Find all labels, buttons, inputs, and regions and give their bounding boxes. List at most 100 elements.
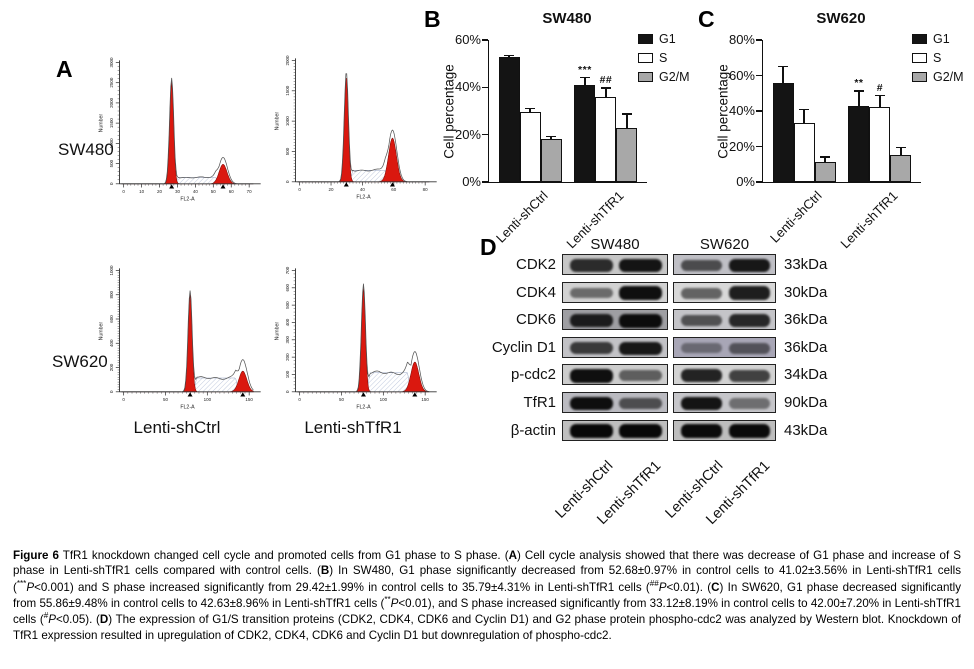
error-bar-cap [504, 55, 515, 57]
caption-segment: ** [384, 595, 391, 605]
y-tick-label: 40% [728, 103, 755, 118]
total-dna-curve-outline [297, 73, 430, 183]
flow-histogram-sw480-lenti-shctrl: 0 500 1000 1500 2000 2500 3000 0 10 20 30 40 50 60 70 N… [99, 57, 261, 203]
blot-box [562, 419, 668, 441]
s-phase-hatched-region [297, 170, 430, 183]
protein-label-p-cdc2: p-cdc2 [510, 366, 556, 384]
bar-g2m-lenti-shctrl [540, 139, 562, 182]
flow-x-tick-label: 20 [329, 187, 334, 192]
blot-header-sw480: SW480 [590, 236, 640, 253]
peak-marker-triangle [169, 184, 175, 189]
error-bar-cap [853, 90, 864, 92]
y-tick-mark [482, 39, 488, 41]
flow-x-tick-label: 20 [157, 189, 162, 194]
error-bar-cap [579, 76, 590, 78]
cell-line-label-sw620: SW620 [52, 352, 108, 371]
y-tick-mark [482, 181, 488, 183]
blot-band [728, 286, 770, 300]
error-bar-cap [799, 108, 810, 111]
flow-y-tick-label: 300 [285, 336, 290, 344]
blot-box [673, 364, 776, 386]
error-bar-cap [820, 156, 831, 158]
y-tick-mark [756, 74, 762, 77]
g1-g2-red-peaks [121, 82, 254, 185]
flow-x-tick-label: 150 [245, 397, 253, 402]
blot-band [681, 396, 723, 411]
y-tick-label: 40% [454, 79, 481, 95]
blot-header-sw620: SW620 [699, 236, 750, 253]
flow-y-axis-label: Number [99, 114, 105, 133]
flow-x-tick-label: 40 [360, 187, 365, 192]
blot-band [728, 342, 770, 354]
panel-c-label: C [698, 6, 715, 32]
blot-band [681, 369, 723, 383]
molecular-weight-label: 30kDa [784, 283, 828, 301]
blot-band [570, 287, 613, 299]
flow-y-tick-label: 0 [109, 390, 114, 393]
legend-label: G2/M [933, 70, 964, 84]
bar-g1-lenti-shtfr1 [848, 106, 870, 182]
flow-x-tick-label: 0 [122, 189, 125, 194]
caption-segment: ) Cell cycle analysis showed that there … [13, 549, 961, 578]
significance-annotation: ** [854, 77, 864, 90]
flow-x-tick-label: 0 [298, 187, 301, 192]
y-tick-label: 60% [454, 32, 481, 47]
caption-segment: # [43, 611, 49, 621]
peak-marker-triangle [220, 184, 226, 189]
blot-box [673, 336, 776, 358]
blot-band [570, 314, 613, 328]
peak-marker-triangle [187, 392, 193, 397]
flow-column-label-shtfr1: Lenti-shTfR1 [304, 418, 402, 437]
flow-y-tick-label: 400 [285, 318, 290, 326]
y-tick-mark [756, 110, 762, 112]
flow-x-tick-label: 50 [211, 189, 216, 194]
blot-band [570, 342, 613, 355]
protein-label-cdk4: CDK4 [515, 283, 556, 301]
blot-box [673, 281, 776, 303]
error-bar [550, 135, 552, 140]
error-bar-cap [621, 113, 632, 115]
bar-s-lenti-shctrl [519, 112, 541, 182]
legend-swatch [638, 34, 653, 44]
legend-item: G2/M [638, 70, 690, 84]
flow-y-axis-label: Number [275, 322, 281, 341]
molecular-weight-label: 33kDa [784, 256, 828, 273]
blot-box [673, 419, 776, 441]
chart-title-sw480: SW480 [542, 10, 592, 27]
blot-band [681, 424, 723, 438]
flow-y-tick-label: 200 [285, 353, 290, 361]
flow-y-tick-label: 2000 [109, 97, 114, 107]
bar-g2m-lenti-shctrl [814, 162, 836, 182]
panel-b-label: B [424, 6, 441, 32]
flow-y-tick-label: 600 [285, 284, 290, 292]
flow-x-tick-label: 100 [380, 397, 388, 402]
panel-c-bar-chart: C SW620 Cell percentage 0% 20% 40% 60% 80% Le… [698, 4, 974, 251]
y-tick-mark [756, 39, 762, 41]
caption-segment: *** [16, 578, 27, 588]
panel-d-label: D [480, 234, 497, 260]
blot-box [562, 254, 668, 275]
blot-band [681, 259, 723, 272]
error-bar [824, 156, 826, 163]
panel-a-label: A [56, 56, 73, 82]
caption-segment: C [711, 580, 720, 594]
error-bar [782, 66, 784, 83]
error-bar-cap [546, 135, 557, 138]
flow-x-tick-label: 70 [247, 189, 252, 194]
blot-band [728, 258, 770, 273]
total-dna-curve-outline [121, 77, 254, 185]
error-bar-cap [895, 146, 906, 148]
caption-segment: P [658, 580, 667, 594]
panel-b-bar-chart: B SW480 Cell percentage 0% 20% 40% 60% Lenti… [424, 4, 702, 251]
peak-marker-triangle [389, 182, 395, 187]
caption-segment: P [390, 596, 399, 610]
flow-histogram-sw480-lenti-shtfr1: 0 500 1000 1500 2000 0 20 40 60 80 Number FL2-A [275, 55, 437, 201]
flow-y-tick-label: 0 [109, 182, 114, 185]
flow-x-tick-label: 100 [204, 397, 212, 402]
blot-band [619, 313, 662, 328]
blot-band [570, 369, 613, 383]
protein-label-cdk6: CDK6 [515, 311, 556, 329]
y-tick-label: 0% [462, 174, 481, 189]
flow-y-tick-label: 800 [109, 290, 114, 298]
